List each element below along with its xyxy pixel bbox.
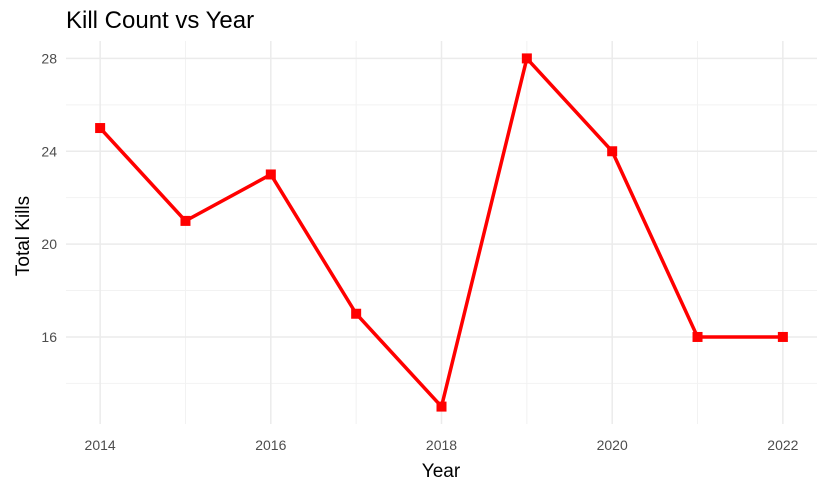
y-tick-labels: 16 20 24 28 xyxy=(41,50,57,345)
y-tick-label: 20 xyxy=(41,236,57,252)
x-tick-label: 2020 xyxy=(597,437,628,453)
x-tick-label: 2018 xyxy=(426,437,457,453)
data-point xyxy=(692,331,703,342)
data-point xyxy=(777,331,788,342)
chart-title: Kill Count vs Year xyxy=(66,7,255,34)
data-point xyxy=(436,401,447,412)
x-tick-label: 2014 xyxy=(85,437,116,453)
series-layer xyxy=(95,53,788,412)
x-tick-label: 2016 xyxy=(255,437,286,453)
y-tick-label: 24 xyxy=(41,143,57,159)
y-tick-label: 28 xyxy=(41,50,57,66)
data-point xyxy=(351,308,362,319)
x-tick-labels: 2014 2016 2018 2020 2022 xyxy=(85,437,799,453)
data-point xyxy=(265,169,276,180)
y-tick-label: 16 xyxy=(41,329,57,345)
x-tick-label: 2022 xyxy=(767,437,798,453)
y-axis-title: Total Kills xyxy=(13,196,34,276)
data-point xyxy=(95,123,106,134)
data-point xyxy=(607,146,618,157)
data-point xyxy=(521,53,532,64)
data-point xyxy=(180,215,191,226)
x-axis-title: Year xyxy=(422,461,461,482)
major-gridlines xyxy=(66,41,817,424)
